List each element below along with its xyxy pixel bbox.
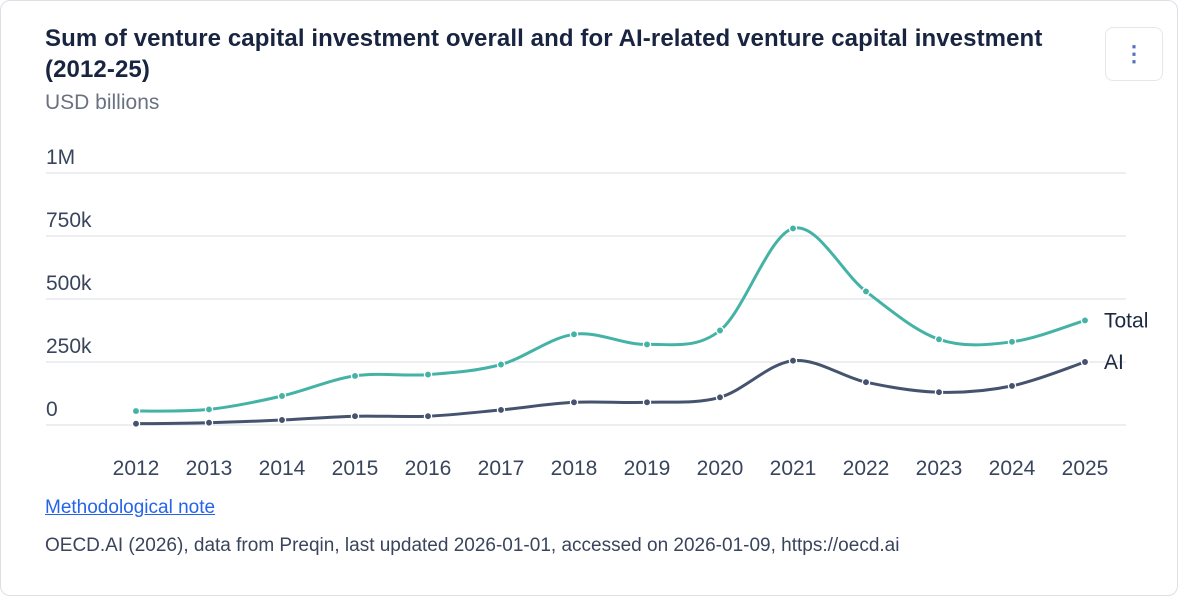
data-point-ai[interactable] (1080, 357, 1090, 367)
x-axis-tick-label: 2013 (186, 457, 233, 480)
x-axis-tick-label: 2016 (405, 457, 452, 480)
data-point-ai[interactable] (277, 415, 287, 425)
data-point-total[interactable] (350, 371, 360, 381)
data-point-total[interactable] (131, 406, 141, 416)
data-point-total[interactable] (277, 391, 287, 401)
data-point-ai[interactable] (861, 377, 871, 387)
kebab-menu-icon: ⋮ (1123, 41, 1145, 66)
data-point-total[interactable] (642, 340, 652, 349)
data-point-total[interactable] (1007, 337, 1017, 347)
x-axis-tick-label: 2015 (332, 457, 379, 480)
chart-header: Sum of venture capital investment overal… (45, 23, 1047, 115)
data-point-ai[interactable] (423, 411, 433, 421)
data-point-ai[interactable] (642, 398, 652, 407)
data-point-ai[interactable] (715, 393, 725, 402)
data-point-total[interactable] (861, 287, 871, 296)
data-point-total[interactable] (715, 326, 725, 335)
source-citation: OECD.AI (2026), data from Preqin, last u… (45, 535, 900, 556)
data-point-total[interactable] (788, 224, 798, 233)
y-axis-tick-label: 1M (46, 146, 75, 169)
x-axis-tick-label: 2012 (113, 457, 160, 480)
series-end-label-ai: AI (1104, 351, 1124, 374)
x-axis-tick-label: 2014 (259, 457, 306, 480)
x-axis-tick-label: 2017 (478, 457, 525, 480)
series-end-label-total: Total (1104, 309, 1148, 332)
y-axis-tick-label: 0 (46, 398, 58, 421)
series-line-total (134, 226, 1087, 413)
data-point-total[interactable] (934, 335, 944, 344)
data-point-ai[interactable] (934, 387, 944, 397)
x-axis-tick-label: 2020 (697, 457, 744, 480)
data-point-ai[interactable] (204, 418, 214, 427)
x-axis-tick-label: 2025 (1062, 457, 1109, 480)
options-menu-button[interactable]: ⋮ (1105, 27, 1163, 81)
data-point-total[interactable] (423, 370, 433, 379)
y-axis-tick-label: 750k (46, 209, 92, 232)
data-point-total[interactable] (1080, 316, 1090, 325)
data-point-ai[interactable] (569, 398, 579, 407)
series-line-ai (134, 359, 1087, 426)
data-point-ai[interactable] (496, 405, 506, 415)
data-point-total[interactable] (496, 360, 506, 369)
data-point-ai[interactable] (788, 356, 798, 365)
chart-unit-label: USD billions (45, 91, 160, 115)
y-axis-tick-label: 250k (46, 335, 92, 358)
x-axis-tick-label: 2019 (624, 457, 671, 480)
x-axis-tick-label: 2021 (770, 457, 817, 480)
x-axis-tick-label: 2018 (551, 457, 598, 480)
data-point-ai[interactable] (131, 419, 141, 428)
data-point-ai[interactable] (1007, 381, 1017, 391)
chart-title: Sum of venture capital investment overal… (45, 25, 1043, 84)
data-point-ai[interactable] (350, 411, 360, 421)
x-axis-tick-label: 2022 (843, 457, 890, 480)
x-axis-tick-label: 2024 (989, 457, 1036, 480)
x-axis-tick-label: 2023 (916, 457, 963, 480)
methodological-note-link[interactable]: Methodological note (45, 497, 216, 518)
data-point-total[interactable] (569, 330, 579, 339)
y-axis-tick-label: 500k (46, 272, 92, 295)
data-point-total[interactable] (204, 405, 214, 414)
